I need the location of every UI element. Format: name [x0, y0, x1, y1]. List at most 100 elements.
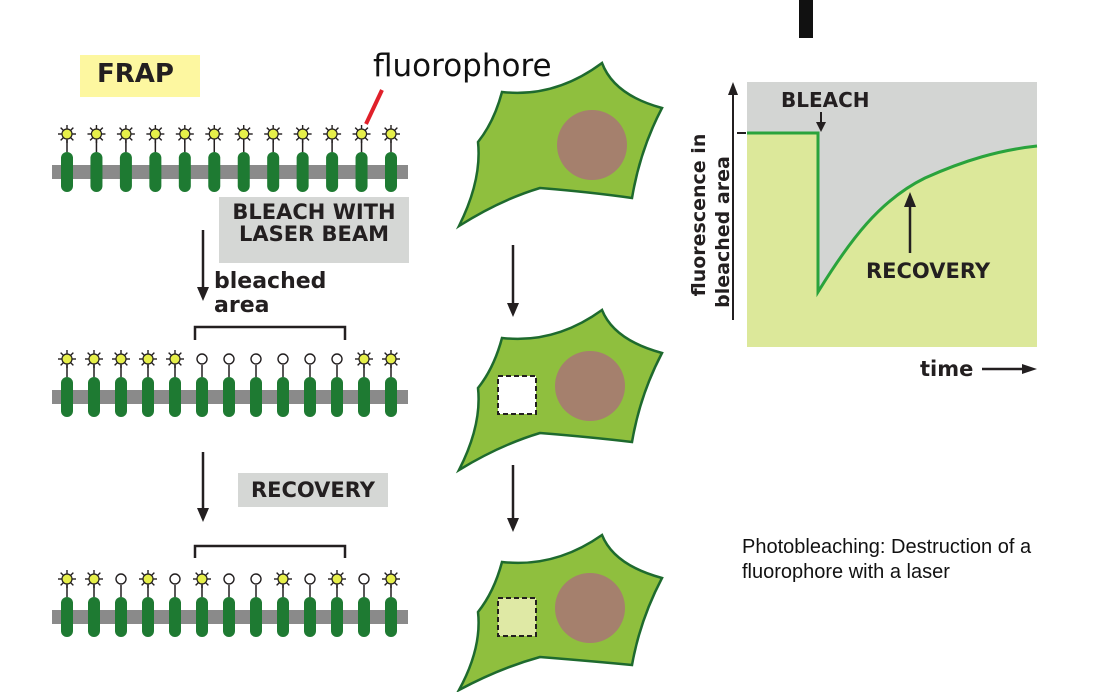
membrane-protein [112, 350, 130, 417]
fluorophore-active [234, 125, 253, 143]
fluorophore-active [85, 570, 103, 588]
membrane-protein [277, 353, 289, 417]
y-axis-label-line2: bleached area [712, 156, 734, 308]
membrane-row-bleached [52, 350, 408, 417]
bleached-area-label: bleached area [214, 269, 327, 319]
membrane-protein [58, 570, 76, 637]
membrane-protein [293, 125, 312, 192]
arrow-cell-2 [507, 465, 519, 532]
cell-recovered [456, 533, 664, 692]
recovery-graph: fluorescence in bleached area BLEACH REC… [688, 82, 1038, 381]
arrow-recovery-step [197, 452, 209, 522]
fluorophore-active [175, 125, 194, 143]
membrane-protein [382, 125, 400, 192]
fluorophore-active [58, 350, 76, 368]
fluorophore-active [382, 350, 400, 368]
fluorophore-pointer [364, 89, 384, 125]
cell-bleached [455, 308, 664, 474]
membrane-protein [139, 570, 157, 637]
fluorophore-bleached [331, 353, 343, 365]
fluorophore-active [58, 570, 76, 588]
bleach-marker-arrow [816, 112, 826, 132]
graph-fill-area [747, 133, 1037, 347]
fluorophore-bleached [169, 573, 181, 585]
fluorophore-active [264, 125, 283, 143]
fluorophore-bleached [223, 573, 235, 585]
fluorophore-active [293, 125, 312, 143]
caption-line-2: fluorophore with a laser [742, 561, 950, 583]
membrane-protein [85, 570, 103, 637]
membrane-protein [304, 573, 316, 637]
membrane-protein [169, 573, 181, 637]
membrane-protein [382, 350, 400, 417]
arrow-bleach-step [197, 230, 209, 301]
fluorophore-active [139, 350, 157, 368]
membrane-protein [234, 125, 253, 192]
membrane-protein [175, 125, 194, 192]
frap-title-highlight [80, 55, 200, 97]
membrane-protein [355, 350, 373, 417]
membrane-protein [382, 570, 400, 637]
recovery-label: RECOVERY [866, 259, 991, 283]
fluorophore-active [146, 125, 165, 143]
membrane-diagram [52, 89, 408, 637]
fluorophore-bleached [358, 573, 370, 585]
fluorophore-active [205, 125, 224, 143]
fluorophore-active [352, 125, 371, 143]
fluorophore-bleached [196, 353, 208, 365]
membrane-protein [146, 125, 165, 192]
membrane-protein [196, 353, 208, 417]
cell-diagrams [455, 61, 664, 692]
fluorophore-active [58, 125, 76, 143]
membrane-protein [304, 353, 316, 417]
fluorophore-active [274, 570, 292, 588]
fluorophore-bleached [250, 573, 262, 585]
membrane-protein [85, 350, 103, 417]
fluorophore-label: fluorophore [373, 48, 552, 84]
membrane-protein [116, 125, 135, 192]
membrane-protein [58, 125, 76, 192]
cell-prebleach [455, 61, 664, 230]
fluorophore-active [355, 350, 373, 368]
fluorophore-active [166, 350, 184, 368]
x-axis-arrow [982, 364, 1037, 374]
fluorophore-active [85, 350, 103, 368]
membrane-protein [264, 125, 283, 192]
fluorophore-active [116, 125, 135, 143]
fluorophore-active [193, 570, 211, 588]
y-axis-arrow [728, 82, 738, 320]
fluorophore-active [87, 125, 106, 143]
membrane-protein [87, 125, 106, 192]
bleached-area-bracket [193, 325, 347, 340]
recovery-step-label: RECOVERY [238, 473, 388, 507]
fluorophore-bleached [250, 353, 262, 365]
caption-line-1: Photobleaching: Destruction of a [742, 536, 1032, 558]
membrane-protein [139, 350, 157, 417]
recovery-marker-arrow [904, 192, 916, 253]
membrane-bilayer [52, 165, 408, 179]
membrane-row-recovered [52, 570, 408, 637]
y-axis-label-line1: fluorescence in [688, 134, 710, 297]
membrane-protein [274, 570, 292, 637]
bleach-label: BLEACH [781, 88, 870, 112]
fluorophore-bleached [304, 573, 316, 585]
arrow-cell-1 [507, 245, 519, 317]
caption: Photobleaching: Destruction of a fluorop… [742, 535, 1031, 585]
recovering-square [497, 597, 537, 637]
bleach-step-label: BLEACH WITH LASER BEAM [219, 197, 409, 263]
membrane-protein [352, 125, 371, 192]
membrane-protein [205, 125, 224, 192]
membrane-protein [223, 573, 235, 637]
nucleus [555, 351, 625, 421]
fluorophore-active [112, 350, 130, 368]
fluorophore-active [382, 570, 400, 588]
fluorophore-bleached [277, 353, 289, 365]
membrane-protein [166, 350, 184, 417]
fluorophore-active [139, 570, 157, 588]
membrane-protein [193, 570, 211, 637]
x-axis-label: time [920, 357, 973, 381]
fluorophore-active [328, 570, 346, 588]
membrane-protein [115, 573, 127, 637]
bleached-square [497, 375, 537, 415]
membrane-protein [331, 353, 343, 417]
